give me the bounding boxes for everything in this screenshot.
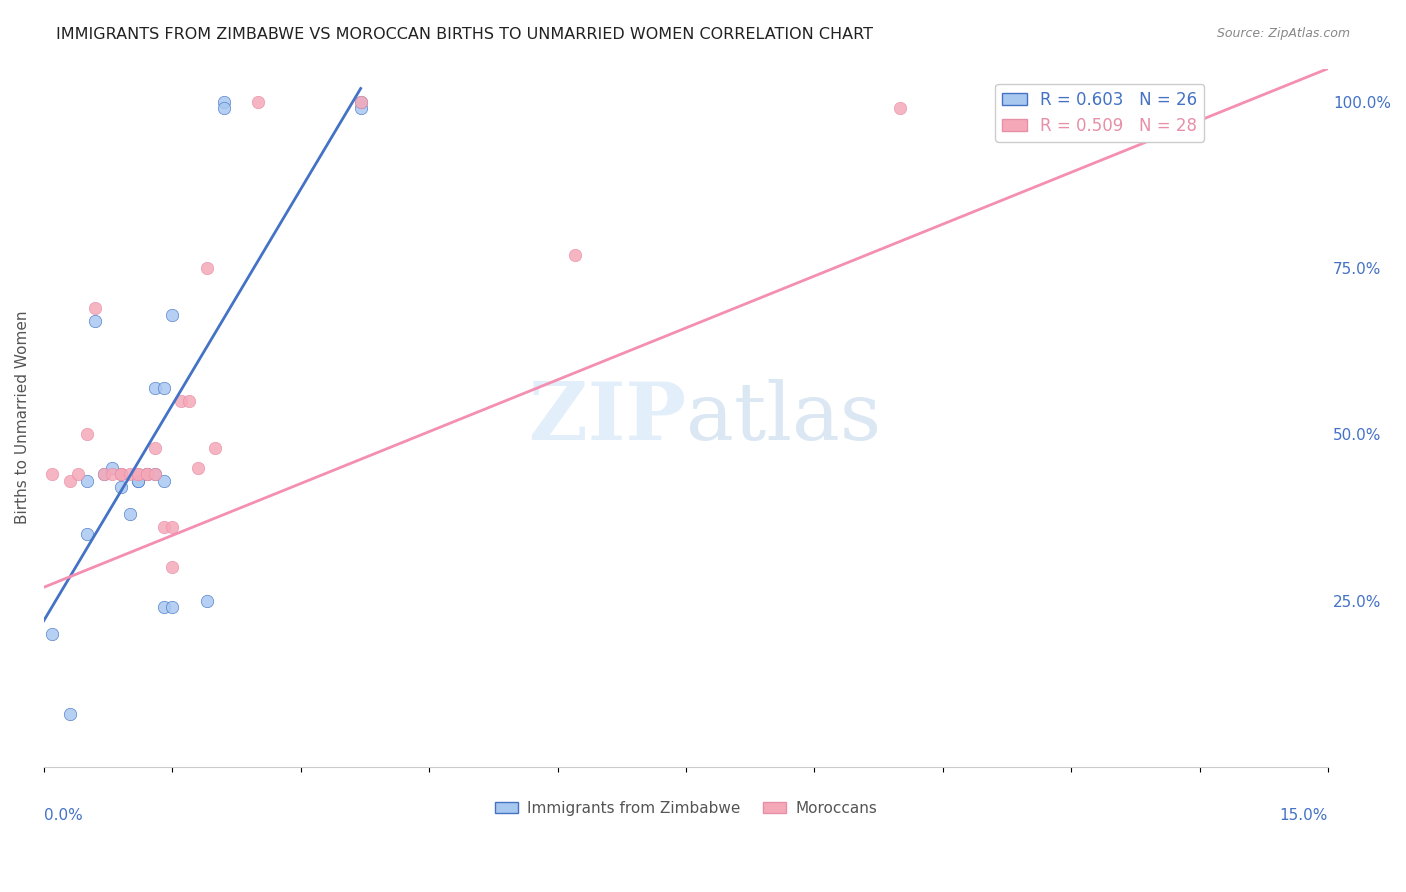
Point xyxy=(143,467,166,482)
Point xyxy=(143,467,166,482)
Point xyxy=(212,102,235,116)
Point xyxy=(110,481,132,495)
Point xyxy=(350,95,373,109)
Point xyxy=(110,467,132,482)
Point xyxy=(195,260,218,275)
Point xyxy=(41,627,63,641)
Point xyxy=(76,427,98,442)
Text: Source: ZipAtlas.com: Source: ZipAtlas.com xyxy=(1216,27,1350,40)
Point xyxy=(127,467,149,482)
Point xyxy=(152,381,174,395)
Point xyxy=(127,474,149,488)
Point xyxy=(350,102,373,116)
Point xyxy=(889,102,911,116)
Point xyxy=(135,467,157,482)
Point xyxy=(93,467,115,482)
Point xyxy=(76,474,98,488)
Point xyxy=(76,527,98,541)
Point xyxy=(101,467,124,482)
Point xyxy=(195,593,218,607)
Point xyxy=(110,467,132,482)
Point xyxy=(212,95,235,109)
Point xyxy=(179,394,201,409)
Point xyxy=(58,474,80,488)
Point xyxy=(246,95,269,109)
Point xyxy=(350,95,373,109)
Point xyxy=(135,467,157,482)
Point xyxy=(187,460,209,475)
Point xyxy=(170,394,193,409)
Point xyxy=(162,520,184,534)
Point xyxy=(152,520,174,534)
Point xyxy=(41,467,63,482)
Point xyxy=(143,381,166,395)
Point xyxy=(127,467,149,482)
Point xyxy=(152,600,174,615)
Text: atlas: atlas xyxy=(686,379,882,457)
Legend: Immigrants from Zimbabwe, Moroccans: Immigrants from Zimbabwe, Moroccans xyxy=(489,795,883,822)
Point xyxy=(152,474,174,488)
Point xyxy=(84,301,107,315)
Point xyxy=(162,560,184,574)
Point xyxy=(162,308,184,322)
Point xyxy=(118,467,141,482)
Point xyxy=(564,248,586,262)
Point xyxy=(101,460,124,475)
Point xyxy=(204,441,226,455)
Point xyxy=(118,507,141,521)
Text: 0.0%: 0.0% xyxy=(44,808,83,823)
Point xyxy=(143,441,166,455)
Point xyxy=(67,467,90,482)
Point xyxy=(58,706,80,721)
Text: 15.0%: 15.0% xyxy=(1279,808,1329,823)
Text: IMMIGRANTS FROM ZIMBABWE VS MOROCCAN BIRTHS TO UNMARRIED WOMEN CORRELATION CHART: IMMIGRANTS FROM ZIMBABWE VS MOROCCAN BIR… xyxy=(56,27,873,42)
Point xyxy=(127,474,149,488)
Point xyxy=(110,467,132,482)
Y-axis label: Births to Unmarried Women: Births to Unmarried Women xyxy=(15,311,30,524)
Point xyxy=(93,467,115,482)
Point xyxy=(84,314,107,328)
Point xyxy=(162,600,184,615)
Point xyxy=(135,467,157,482)
Text: ZIP: ZIP xyxy=(529,379,686,457)
Point xyxy=(135,467,157,482)
